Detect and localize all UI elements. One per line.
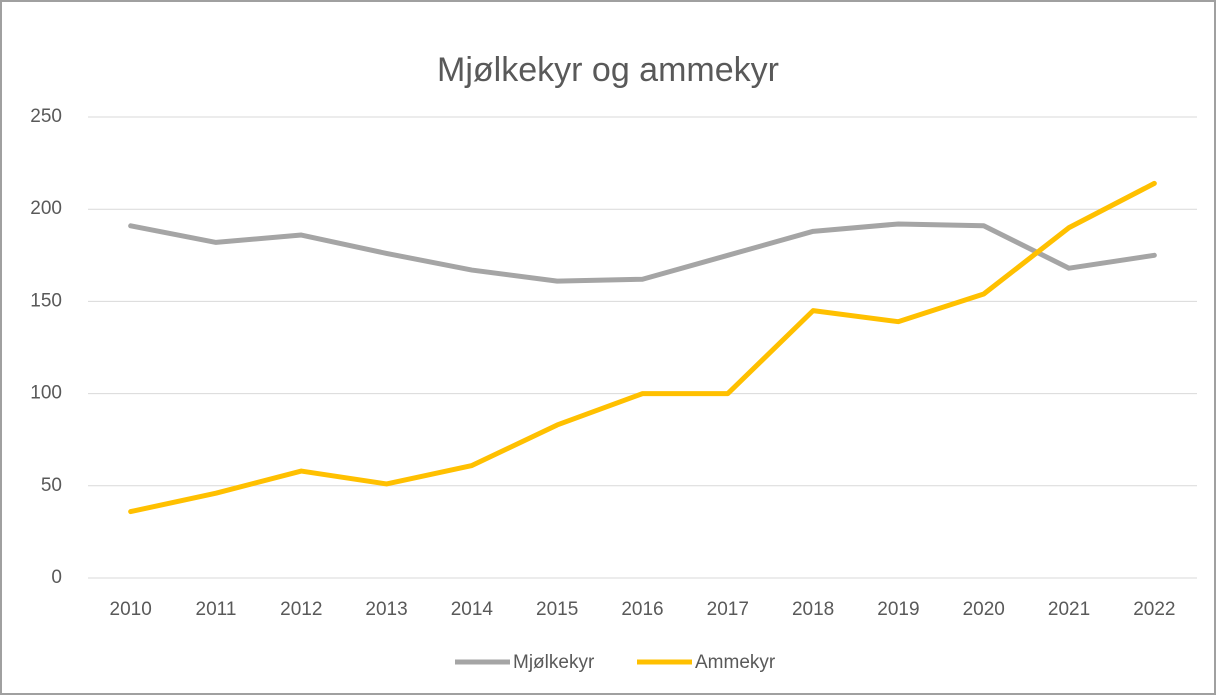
y-tick-label: 50 (41, 475, 62, 496)
x-tick-label: 2017 (707, 599, 749, 620)
series-line (128, 180, 1157, 515)
y-tick-label: 100 (30, 383, 62, 404)
x-tick-label: 2016 (621, 599, 663, 620)
x-tick-label: 2019 (877, 599, 919, 620)
x-tick-label: 2021 (1048, 599, 1090, 620)
x-tick-label: 2022 (1133, 599, 1175, 620)
legend-label: Ammekyr (695, 652, 776, 673)
series-line (128, 221, 1157, 284)
x-tick-label: 2018 (792, 599, 834, 620)
x-tick-label: 2015 (536, 599, 578, 620)
y-tick-label: 150 (30, 290, 62, 311)
y-tick-label: 250 (30, 106, 62, 127)
x-tick-label: 2012 (280, 599, 322, 620)
y-tick-label: 0 (51, 567, 62, 588)
x-tick-label: 2013 (365, 599, 407, 620)
y-tick-label: 200 (30, 198, 62, 219)
legend-label: Mjølkekyr (513, 652, 595, 673)
x-tick-label: 2011 (196, 599, 237, 620)
chart-title: Mjølkekyr og ammekyr (437, 51, 779, 89)
x-tick-label: 2010 (110, 599, 152, 620)
x-tick-label: 2014 (451, 599, 494, 620)
x-tick-label: 2020 (963, 599, 1005, 620)
